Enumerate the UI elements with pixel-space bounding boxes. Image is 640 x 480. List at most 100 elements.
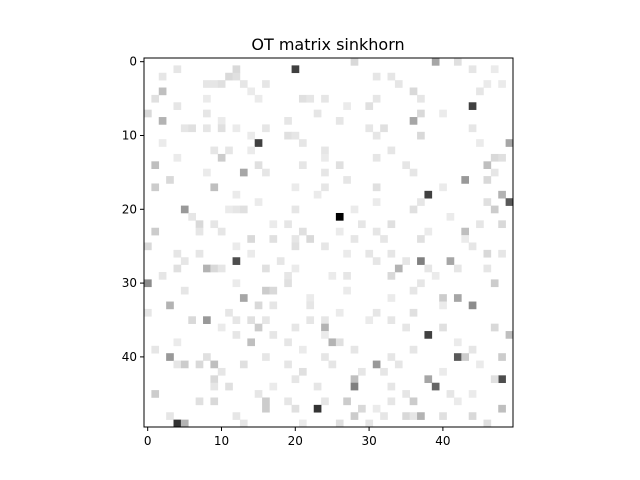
heatmap-cell [417,279,425,288]
heatmap-cell [166,176,174,184]
heatmap-cell [498,353,506,361]
heatmap-cell [490,323,499,332]
heatmap-cell [387,382,396,391]
heatmap-cell [232,190,241,199]
heatmap-cell [210,146,219,155]
heatmap-cell [483,198,492,206]
heatmap-cell [321,331,329,339]
heatmap-cell [372,153,381,162]
heatmap-cell [180,286,189,295]
heatmap-cell [298,139,307,147]
heatmap-cell [417,235,425,243]
heatmap-cell [468,301,477,310]
heatmap-cell [291,264,300,273]
heatmap-cell [490,375,499,384]
heatmap-cell [468,242,477,251]
heatmap-cell [247,249,255,258]
heatmap-cell [210,220,219,229]
heatmap-cell [409,345,418,354]
heatmap-cell [151,161,160,169]
heatmap-cell [380,235,388,243]
heatmap-cell [203,316,211,324]
heatmap-cell [387,272,396,280]
heatmap-cell [210,183,219,192]
x-tick-label: 30 [361,434,376,448]
heatmap-cell [232,412,241,420]
heatmap-cell [505,139,514,147]
heatmap-cell [144,242,152,251]
heatmap-cell [254,161,263,169]
heatmap-cell [232,331,241,339]
heatmap-cell [313,382,322,391]
heatmap-cell [387,72,396,81]
heatmap-cell [269,286,278,295]
heatmap-cell [409,117,418,125]
heatmap-cell [505,198,514,206]
heatmap-cell [284,338,292,347]
heatmap-cell [453,338,462,347]
heatmap-cell [498,80,506,88]
heatmap-cell [313,404,322,413]
heatmap-cell [269,220,278,229]
heatmap-cell [180,124,189,133]
y-tick-label: 10 [122,128,137,142]
heatmap-cell [225,308,233,317]
heatmap-cell [409,205,418,214]
heatmap-cell [483,264,492,273]
heatmap-cell [254,301,263,310]
heatmap-cell [247,87,255,96]
heatmap-cell [335,419,344,428]
heatmap-cell [372,360,381,369]
heatmap-cell [409,397,418,406]
heatmap-cell [313,109,322,118]
chart-title: OT matrix sinkhorn [251,35,404,54]
heatmap-cell [387,294,396,302]
heatmap-cell [483,176,492,184]
heatmap-cell [247,131,255,140]
heatmap-cell [409,168,418,177]
heatmap-cell [498,404,506,413]
heatmap-cell [262,316,270,324]
heatmap-cell [247,235,255,243]
heatmap-cell [328,338,337,347]
heatmap-cell [328,360,337,369]
x-tick-label: 10 [214,434,229,448]
heatmap-cell [483,80,492,88]
heatmap-cell [291,404,300,413]
heatmap-cell [232,65,241,74]
heatmap-cell [335,227,344,236]
heatmap-cell [210,264,219,273]
heatmap-cell [409,286,418,295]
heatmap-cell [269,235,278,243]
heatmap-cell [298,345,307,354]
heatmap-cell [321,323,329,332]
heatmap-cell [439,294,447,302]
heatmap-cell [424,190,433,199]
heatmap-cell [291,323,300,332]
heatmap-cell [203,168,211,177]
heatmap-cell [461,227,470,236]
heatmap-cell [225,146,233,155]
heatmap-cell [431,382,440,391]
heatmap-cell [210,360,219,369]
heatmap-cell [203,80,211,88]
heatmap-cell [350,58,359,66]
heatmap-cell [262,286,270,295]
heatmap-cell [239,205,248,214]
heatmap-cell [269,301,278,310]
heatmap-cell [158,87,167,96]
heatmap-cell [321,316,329,324]
heatmap-cell [358,404,366,413]
heatmap-cell [409,308,418,317]
heatmap-cell [424,331,433,339]
heatmap-cell [372,198,381,206]
heatmap-cell [284,279,292,288]
x-axis-ticks: 0 10 20 30 40 [144,427,451,448]
heatmap-cell [306,294,315,302]
heatmap-cell [417,412,425,420]
heatmap-cell [203,109,211,118]
heatmap-cell [468,412,477,420]
heatmap-cell [262,80,270,88]
heatmap-cell [476,139,484,147]
heatmap-cell [350,412,359,420]
